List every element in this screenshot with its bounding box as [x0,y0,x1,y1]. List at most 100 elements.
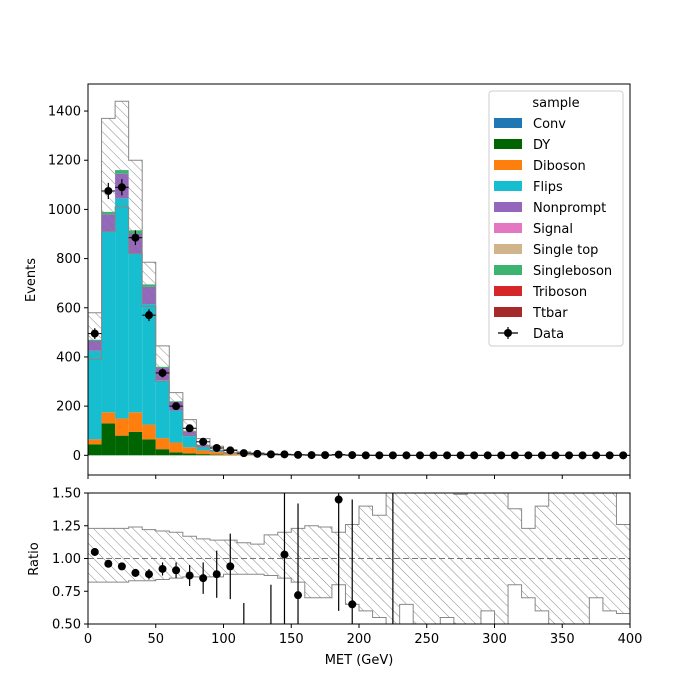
main-y-tick-label: 200 [56,400,81,415]
ratio-band-bin [142,529,156,581]
main-y-tick-label: 1200 [48,154,81,169]
main-y-tick-label: 1400 [48,105,81,120]
ratio-band-bin [589,493,603,598]
main-plot: 0 200 400 600 800 1000 1200 1400 Events [24,83,631,479]
bar-flips [128,253,143,413]
data-point [226,446,235,455]
ratio-band-bin [521,528,536,598]
data-point [212,443,221,452]
ratio-band-bin [128,527,143,581]
legend-entry-nonprompt: Nonprompt [494,201,606,216]
bar-dy [88,444,102,456]
bar-diboson [128,412,143,432]
data-point [253,449,262,458]
legend-label: Signal [533,222,573,237]
ratio-band-bin [453,494,468,624]
legend-label: Singleboson [533,264,612,279]
legend-swatch [494,118,522,128]
ratio-point [212,570,221,579]
data-point [90,329,99,338]
legend: sample Conv DY Diboson Flips Nonprompt Signal… [488,90,624,347]
ratio-band-bin [169,532,183,579]
main-y-axis: 0 200 400 600 800 1000 1200 1400 [48,105,88,464]
data-point [185,424,194,433]
ratio-band-bin [399,493,414,605]
data-point [605,451,614,460]
bar-flips [101,231,116,413]
bar-dy [209,454,224,456]
ratio-point [334,495,343,504]
main-y-tick-label: 0 [73,449,81,464]
legend-entry-ttbar: Ttbar [494,306,568,321]
legend-swatch [494,307,522,317]
ratio-point [348,600,357,609]
ratio-band-bin [264,534,278,576]
legend-entry-signal: Signal [494,222,573,237]
main-y-tick-label: 400 [56,350,81,365]
ratio-y-tick-label: 1.00 [52,552,81,567]
legend-swatch [494,139,522,149]
ratio-x-tick-label: 200 [347,632,372,647]
bar-diboson [155,438,170,450]
bar-diboson [101,412,116,424]
data-point [510,451,519,460]
ratio-band-bin [359,506,373,611]
bar-dy [155,449,170,456]
ratio-y-tick-label: 0.75 [52,585,81,600]
ratio-band-bin [318,527,332,598]
ratio-band-bin [602,493,617,611]
legend-entry-dy: DY [494,138,550,153]
legend-label: Nonprompt [533,201,606,216]
ratio-band-upper [88,493,630,545]
legend-label: Single top [533,243,598,258]
ratio-point [226,562,235,571]
ratio-band-bin [182,536,197,577]
data-point [117,183,126,192]
legend-label: Diboson [533,159,586,174]
data-point [483,451,492,460]
legend-entry-triboson: Triboson [494,285,587,300]
ratio-x-tick-label: 300 [482,632,507,647]
legend-marker [504,329,512,337]
data-point [388,451,397,460]
ratio-point [280,550,289,559]
data-point [443,451,452,460]
data-point [415,451,424,460]
bar-flips [88,350,102,440]
ratio-point [199,574,208,583]
ratio-band-bin [304,525,319,598]
data-point [361,451,370,460]
data-point [334,450,343,459]
legend-swatch [494,202,522,212]
legend-swatch [494,265,522,275]
bar-dy [169,452,183,456]
ratio-band-bin [440,493,454,618]
legend-label: Ttbar [532,306,568,321]
legend-label: DY [533,138,550,153]
ratio-band-bin [101,528,116,583]
data-point [321,451,330,460]
uncertainty-band-bin [115,101,129,207]
ratio-band-bin [372,515,387,618]
legend-entry-conv: Conv [494,117,566,132]
data-point [307,451,316,460]
ratio-band-bin [508,508,522,585]
ratio-point [158,564,167,573]
data-point [239,449,248,458]
data-point [429,451,438,460]
ratio-point [90,547,99,556]
data-point [375,451,384,460]
legend-swatch [494,244,522,254]
data-point [537,451,546,460]
ratio-plot: 0.50 0.75 1.00 1.25 1.50 0 50 100 150 200 250 300 3… [27,487,642,669]
ratio-point [104,559,113,568]
ratio-x-tick-label: 350 [550,632,575,647]
data-point [172,402,181,411]
data-point [266,450,275,459]
main-y-tick-label: 600 [56,301,81,316]
legend-swatch [494,181,522,191]
bar-diboson [88,439,102,445]
main-y-tick-label: 1000 [48,203,81,218]
data-point [280,450,289,459]
ratio-band-bin [250,544,265,575]
